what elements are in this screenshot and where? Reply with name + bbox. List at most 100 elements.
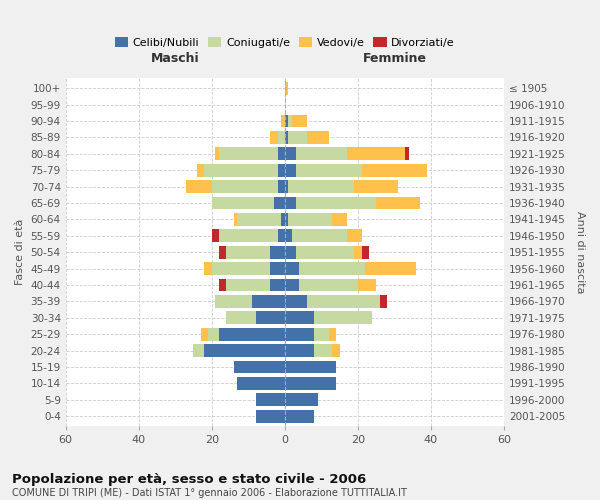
- Bar: [289, 114, 292, 128]
- Bar: [219, 230, 278, 242]
- Bar: [270, 278, 285, 291]
- Bar: [314, 328, 329, 340]
- Bar: [226, 246, 270, 258]
- Bar: [278, 164, 285, 176]
- Bar: [212, 262, 270, 275]
- Bar: [285, 180, 289, 193]
- Bar: [296, 148, 347, 160]
- Legend: Celibi/Nubili, Coniugati/e, Vedovi/e, Divorziati/e: Celibi/Nubili, Coniugati/e, Vedovi/e, Di…: [113, 35, 457, 50]
- Bar: [354, 246, 362, 258]
- Bar: [292, 114, 307, 128]
- Bar: [193, 344, 205, 357]
- Bar: [289, 180, 354, 193]
- Bar: [307, 295, 380, 308]
- Bar: [285, 344, 314, 357]
- Text: Popolazione per età, sesso e stato civile - 2006: Popolazione per età, sesso e stato civil…: [12, 472, 366, 486]
- Bar: [332, 344, 340, 357]
- Bar: [299, 278, 358, 291]
- Bar: [314, 312, 373, 324]
- Bar: [354, 180, 398, 193]
- Bar: [289, 213, 332, 226]
- Bar: [233, 213, 238, 226]
- Bar: [406, 148, 409, 160]
- Bar: [238, 213, 281, 226]
- Bar: [285, 148, 296, 160]
- Bar: [226, 278, 270, 291]
- Bar: [285, 131, 289, 144]
- Bar: [347, 148, 406, 160]
- Bar: [212, 230, 219, 242]
- Bar: [285, 394, 317, 406]
- Bar: [289, 131, 307, 144]
- Bar: [201, 328, 208, 340]
- Bar: [285, 295, 307, 308]
- Bar: [281, 213, 285, 226]
- Bar: [314, 344, 332, 357]
- Bar: [285, 164, 296, 176]
- Bar: [285, 377, 336, 390]
- Text: COMUNE DI TRIPI (ME) - Dati ISTAT 1° gennaio 2006 - Elaborazione TUTTITALIA.IT: COMUNE DI TRIPI (ME) - Dati ISTAT 1° gen…: [12, 488, 407, 498]
- Bar: [278, 148, 285, 160]
- Bar: [219, 328, 285, 340]
- Bar: [270, 246, 285, 258]
- Bar: [299, 262, 365, 275]
- Bar: [285, 262, 299, 275]
- Bar: [292, 230, 347, 242]
- Bar: [205, 344, 285, 357]
- Bar: [215, 295, 252, 308]
- Bar: [226, 312, 256, 324]
- Bar: [285, 328, 314, 340]
- Bar: [285, 410, 314, 422]
- Y-axis label: Anni di nascita: Anni di nascita: [575, 211, 585, 294]
- Text: Maschi: Maschi: [151, 52, 200, 65]
- Bar: [205, 262, 212, 275]
- Bar: [208, 328, 219, 340]
- Bar: [270, 262, 285, 275]
- Bar: [281, 114, 285, 128]
- Text: Femmine: Femmine: [362, 52, 427, 65]
- Bar: [205, 164, 278, 176]
- Bar: [256, 410, 285, 422]
- Bar: [285, 196, 296, 209]
- Bar: [285, 82, 289, 94]
- Bar: [285, 312, 314, 324]
- Bar: [215, 148, 219, 160]
- Bar: [365, 262, 416, 275]
- Bar: [380, 295, 387, 308]
- Bar: [296, 246, 354, 258]
- Bar: [362, 164, 427, 176]
- Bar: [256, 394, 285, 406]
- Bar: [285, 114, 289, 128]
- Bar: [358, 278, 376, 291]
- Bar: [256, 312, 285, 324]
- Bar: [186, 180, 212, 193]
- Bar: [278, 230, 285, 242]
- Bar: [252, 295, 285, 308]
- Bar: [347, 230, 362, 242]
- Bar: [278, 131, 285, 144]
- Bar: [197, 164, 205, 176]
- Bar: [285, 246, 296, 258]
- Bar: [329, 328, 336, 340]
- Bar: [219, 148, 278, 160]
- Bar: [296, 164, 362, 176]
- Bar: [285, 278, 299, 291]
- Bar: [278, 180, 285, 193]
- Bar: [219, 246, 226, 258]
- Bar: [296, 196, 376, 209]
- Bar: [238, 377, 285, 390]
- Bar: [274, 196, 285, 209]
- Bar: [212, 180, 278, 193]
- Bar: [332, 213, 347, 226]
- Bar: [219, 278, 226, 291]
- Bar: [362, 246, 369, 258]
- Bar: [307, 131, 329, 144]
- Bar: [285, 360, 336, 374]
- Bar: [233, 360, 285, 374]
- Bar: [285, 213, 289, 226]
- Bar: [270, 131, 278, 144]
- Bar: [212, 196, 274, 209]
- Bar: [376, 196, 420, 209]
- Y-axis label: Fasce di età: Fasce di età: [15, 219, 25, 286]
- Bar: [285, 230, 292, 242]
